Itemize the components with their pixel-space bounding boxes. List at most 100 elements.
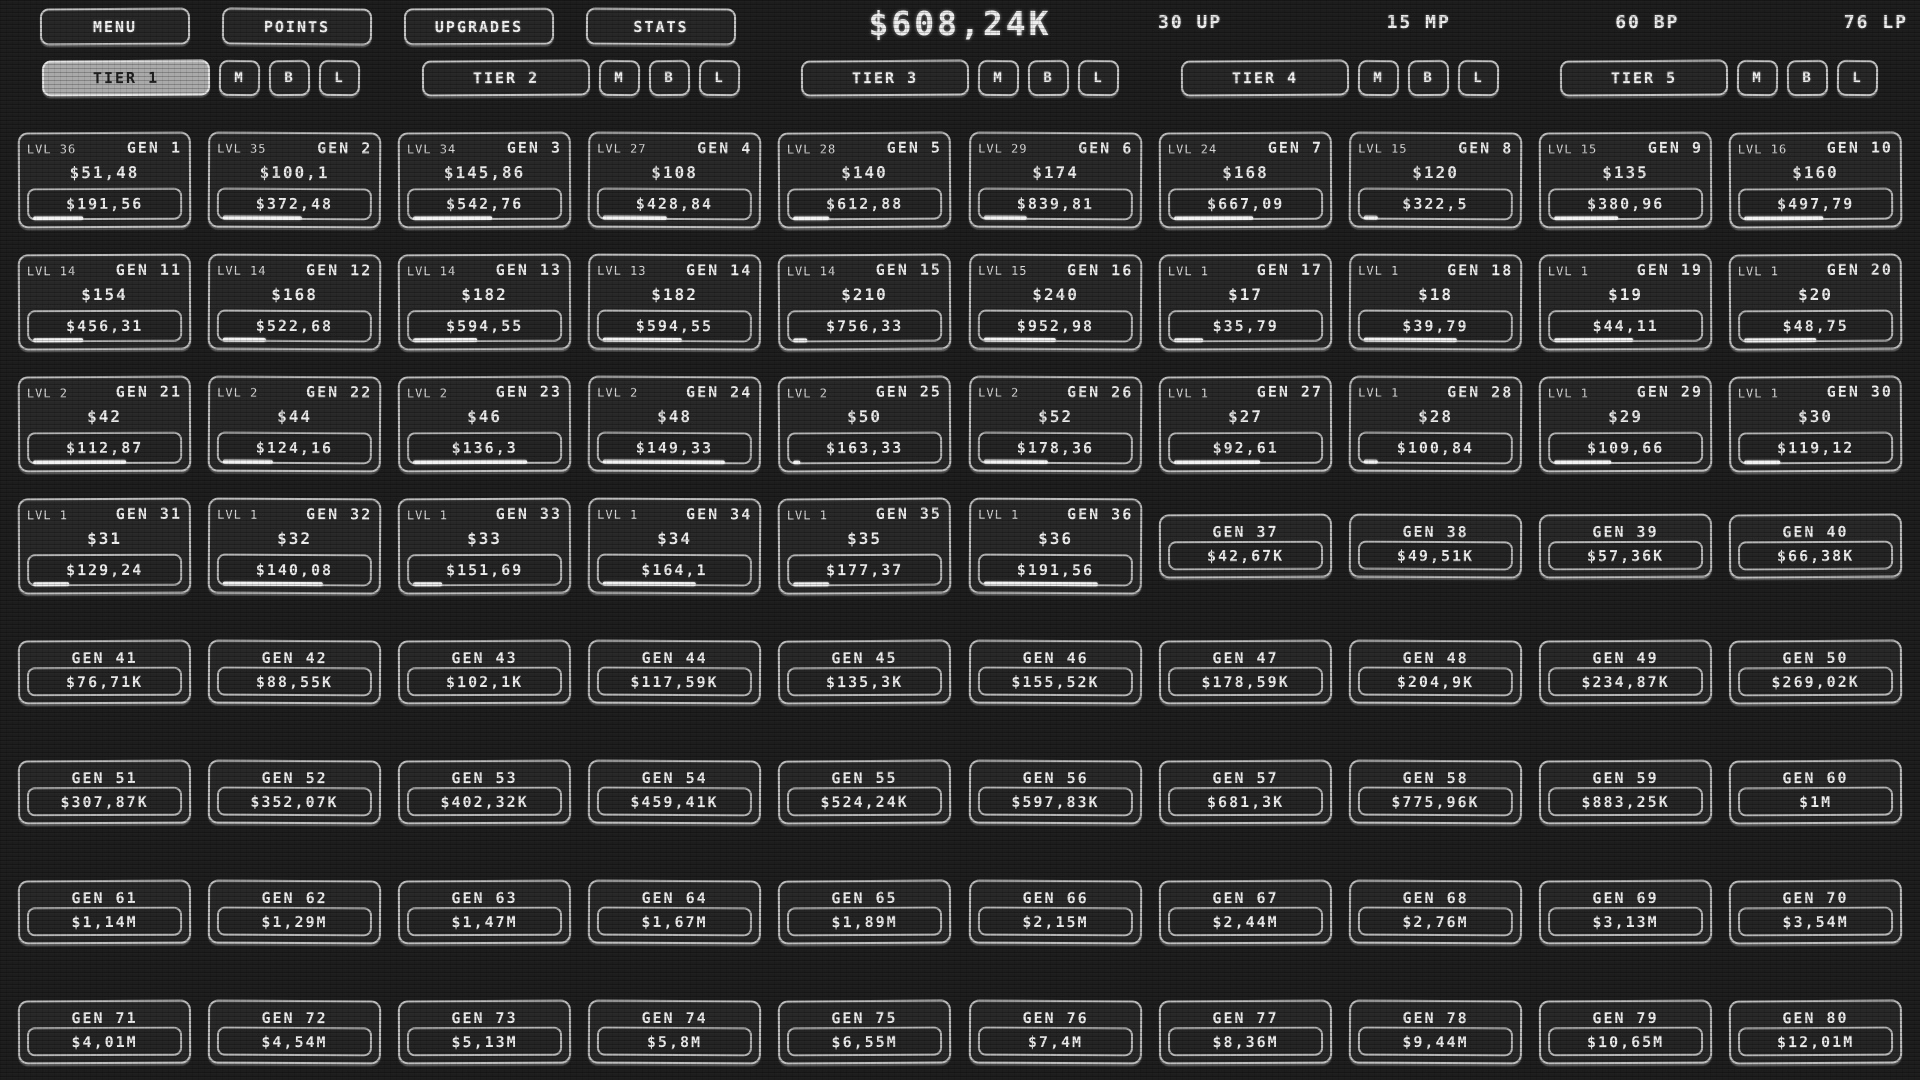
generator-card-1[interactable]: LVL 36 GEN 1 $51,48 $191,56 — [17, 131, 192, 229]
tier-4-m-button[interactable]: M — [1357, 59, 1399, 97]
generator-card-29[interactable]: LVL 1 GEN 29 $29 $109,66 — [1538, 375, 1713, 473]
generator-buy-price-button[interactable]: $3,13M — [1547, 906, 1703, 937]
generator-buy-price-button[interactable]: $1,14M — [26, 906, 183, 937]
generator-buy-price-button[interactable]: $191,56 — [27, 187, 183, 221]
generator-card-9[interactable]: LVL 15 GEN 9 $135 $380,96 — [1538, 131, 1713, 229]
generator-card-71[interactable]: GEN 71 $4,01M — [17, 999, 192, 1065]
generator-card-21[interactable]: LVL 2 GEN 21 $42 $112,87 — [17, 375, 192, 473]
generator-buy-price-button[interactable]: $352,07K — [216, 786, 373, 817]
tier-3-button[interactable]: TIER 3 — [800, 59, 970, 97]
generator-buy-price-button[interactable]: $177,37 — [787, 553, 943, 587]
generator-buy-price-button[interactable]: $428,84 — [597, 187, 753, 221]
generator-card-60[interactable]: GEN 60 $1M — [1728, 759, 1903, 825]
generator-buy-price-button[interactable]: $178,59K — [1167, 666, 1323, 697]
generator-card-5[interactable]: LVL 28 GEN 5 $140 $612,88 — [778, 131, 952, 229]
generator-card-65[interactable]: GEN 65 $1,89M — [778, 879, 952, 945]
generator-buy-price-button[interactable]: $307,87K — [26, 786, 183, 817]
generator-card-73[interactable]: GEN 73 $5,13M — [398, 999, 572, 1065]
generator-buy-price-button[interactable]: $8,36M — [1167, 1026, 1323, 1057]
generator-card-61[interactable]: GEN 61 $1,14M — [17, 879, 192, 945]
generator-card-3[interactable]: LVL 34 GEN 3 $145,86 $542,76 — [397, 131, 572, 229]
generator-buy-price-button[interactable]: $839,81 — [977, 187, 1133, 221]
generator-card-6[interactable]: LVL 29 GEN 6 $174 $839,81 — [968, 131, 1142, 229]
generator-card-16[interactable]: LVL 15 GEN 16 $240 $952,98 — [968, 253, 1142, 351]
generator-buy-price-button[interactable]: $234,87K — [1547, 666, 1703, 697]
generator-buy-price-button[interactable]: $49,51K — [1357, 540, 1513, 571]
tier-2-b-button[interactable]: B — [648, 59, 690, 97]
generator-buy-price-button[interactable]: $5,13M — [407, 1026, 563, 1057]
generator-buy-price-button[interactable]: $681,3K — [1167, 786, 1323, 817]
tier-5-b-button[interactable]: B — [1786, 59, 1829, 97]
menu-button[interactable]: MENU — [39, 7, 191, 46]
generator-card-13[interactable]: LVL 14 GEN 13 $182 $594,55 — [397, 253, 572, 351]
generator-card-42[interactable]: GEN 42 $88,55K — [207, 639, 382, 705]
generator-card-18[interactable]: LVL 1 GEN 18 $18 $39,79 — [1348, 253, 1523, 351]
generator-buy-price-button[interactable]: $204,9K — [1357, 666, 1513, 697]
generator-card-23[interactable]: LVL 2 GEN 23 $46 $136,3 — [397, 375, 572, 473]
generator-buy-price-button[interactable]: $191,56 — [977, 553, 1133, 587]
generator-card-58[interactable]: GEN 58 $775,96K — [1348, 759, 1522, 825]
generator-card-30[interactable]: LVL 1 GEN 30 $30 $119,12 — [1728, 375, 1903, 473]
generator-buy-price-button[interactable]: $667,09 — [1167, 187, 1323, 221]
generator-buy-price-button[interactable]: $456,31 — [27, 309, 183, 343]
generator-card-66[interactable]: GEN 66 $2,15M — [968, 879, 1142, 945]
generator-buy-price-button[interactable]: $155,52K — [977, 666, 1133, 697]
generator-buy-price-button[interactable]: $597,83K — [977, 786, 1133, 817]
generator-card-59[interactable]: GEN 59 $883,25K — [1538, 759, 1713, 825]
generator-card-78[interactable]: GEN 78 $9,44M — [1348, 999, 1522, 1065]
tier-2-l-button[interactable]: L — [698, 59, 740, 97]
generator-card-80[interactable]: GEN 80 $12,01M — [1728, 999, 1903, 1065]
generator-buy-price-button[interactable]: $164,1 — [597, 553, 753, 587]
generator-buy-price-button[interactable]: $594,55 — [597, 309, 753, 343]
generator-card-17[interactable]: LVL 1 GEN 17 $17 $35,79 — [1158, 253, 1332, 351]
generator-buy-price-button[interactable]: $7,4M — [977, 1026, 1133, 1057]
generator-card-57[interactable]: GEN 57 $681,3K — [1158, 759, 1332, 825]
generator-card-52[interactable]: GEN 52 $352,07K — [207, 759, 382, 825]
generator-card-37[interactable]: GEN 37 $42,67K — [1158, 513, 1332, 579]
generator-card-22[interactable]: LVL 2 GEN 22 $44 $124,16 — [207, 375, 382, 473]
generator-buy-price-button[interactable]: $322,5 — [1357, 187, 1513, 221]
generator-card-74[interactable]: GEN 74 $5,8M — [588, 999, 762, 1065]
tier-1-b-button[interactable]: B — [268, 59, 311, 97]
generator-buy-price-button[interactable]: $883,25K — [1547, 786, 1703, 817]
generator-card-14[interactable]: LVL 13 GEN 14 $182 $594,55 — [588, 253, 762, 351]
generator-card-53[interactable]: GEN 53 $402,32K — [398, 759, 572, 825]
generator-card-68[interactable]: GEN 68 $2,76M — [1348, 879, 1522, 945]
generator-card-7[interactable]: LVL 24 GEN 7 $168 $667,09 — [1158, 131, 1332, 229]
tier-2-m-button[interactable]: M — [598, 59, 640, 97]
generator-card-34[interactable]: LVL 1 GEN 34 $34 $164,1 — [588, 497, 762, 595]
generator-buy-price-button[interactable]: $952,98 — [977, 309, 1133, 343]
generator-buy-price-button[interactable]: $102,1K — [407, 666, 563, 697]
generator-card-76[interactable]: GEN 76 $7,4M — [968, 999, 1142, 1065]
generator-buy-price-button[interactable]: $151,69 — [407, 553, 563, 587]
generator-buy-price-button[interactable]: $2,15M — [977, 906, 1133, 937]
generator-buy-price-button[interactable]: $402,32K — [407, 786, 563, 817]
generator-card-43[interactable]: GEN 43 $102,1K — [398, 639, 572, 705]
generator-card-2[interactable]: LVL 35 GEN 2 $100,1 $372,48 — [207, 131, 382, 229]
tier-3-m-button[interactable]: M — [977, 59, 1020, 97]
generator-buy-price-button[interactable]: $119,12 — [1737, 431, 1894, 465]
generator-buy-price-button[interactable]: $775,96K — [1357, 786, 1513, 817]
generator-buy-price-button[interactable]: $117,59K — [597, 666, 753, 697]
generator-buy-price-button[interactable]: $1,29M — [216, 906, 373, 937]
generator-buy-price-button[interactable]: $39,79 — [1357, 309, 1513, 343]
generator-buy-price-button[interactable]: $109,66 — [1547, 431, 1704, 465]
generator-card-67[interactable]: GEN 67 $2,44M — [1158, 879, 1332, 945]
generator-buy-price-button[interactable]: $542,76 — [407, 187, 563, 221]
generator-card-40[interactable]: GEN 40 $66,38K — [1728, 513, 1903, 579]
generator-card-72[interactable]: GEN 72 $4,54M — [207, 999, 382, 1065]
generator-buy-price-button[interactable]: $44,11 — [1547, 309, 1704, 343]
generator-card-70[interactable]: GEN 70 $3,54M — [1728, 879, 1903, 945]
generator-buy-price-button[interactable]: $594,55 — [407, 309, 563, 343]
generator-buy-price-button[interactable]: $35,79 — [1167, 309, 1323, 343]
generator-buy-price-button[interactable]: $76,71K — [26, 666, 183, 697]
upgrades-button[interactable]: UPGRADES — [403, 7, 555, 46]
tier-4-b-button[interactable]: B — [1407, 59, 1449, 97]
generator-buy-price-button[interactable]: $92,61 — [1167, 431, 1323, 465]
stats-button[interactable]: STATS — [585, 7, 737, 46]
generator-card-63[interactable]: GEN 63 $1,47M — [398, 879, 572, 945]
generator-buy-price-button[interactable]: $163,33 — [787, 431, 943, 465]
tier-4-l-button[interactable]: L — [1457, 59, 1499, 97]
generator-card-4[interactable]: LVL 27 GEN 4 $108 $428,84 — [588, 131, 762, 229]
generator-card-20[interactable]: LVL 1 GEN 20 $20 $48,75 — [1728, 253, 1903, 351]
